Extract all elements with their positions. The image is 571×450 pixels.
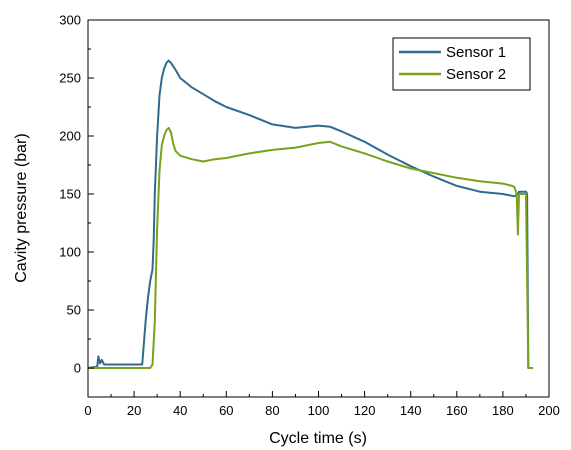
- x-axis-ticks: 0 20 40 60 80 100 120 140 160 180 200: [84, 391, 560, 418]
- legend-label-sensor-1: Sensor 1: [446, 44, 506, 61]
- y-tick-label: 0: [74, 361, 81, 376]
- x-tick-label: 180: [492, 403, 514, 418]
- y-tick-label: 150: [59, 187, 81, 202]
- legend-box: [392, 37, 531, 91]
- x-tick-label: 20: [127, 403, 141, 418]
- y-axis-ticks: 0 50 100 150 200 250 300: [59, 13, 94, 398]
- legend-label-sensor-2: Sensor 2: [446, 66, 506, 83]
- y-tick-label: 300: [59, 13, 81, 28]
- x-tick-label: 140: [400, 403, 422, 418]
- x-tick-label: 0: [84, 403, 91, 418]
- series-line-2: [88, 126, 533, 369]
- series-line-1: [87, 59, 533, 369]
- y-tick-label: 50: [67, 303, 81, 318]
- y-tick-label: 100: [59, 245, 81, 260]
- x-tick-label: 40: [173, 403, 187, 418]
- y-axis-title: Cavity pressure (bar): [13, 133, 30, 282]
- x-tick-label: 120: [354, 403, 376, 418]
- y-tick-label: 250: [59, 71, 81, 86]
- x-tick-label: 60: [219, 403, 233, 418]
- legend: Sensor 1 Sensor 2: [392, 37, 531, 91]
- x-tick-label: 200: [538, 403, 560, 418]
- x-tick-label: 160: [446, 403, 468, 418]
- x-tick-label: 100: [308, 403, 330, 418]
- y-tick-label: 200: [59, 129, 81, 144]
- plot-lines: [87, 59, 533, 369]
- x-axis-title: Cycle time (s): [269, 430, 367, 447]
- x-tick-label: 80: [265, 403, 279, 418]
